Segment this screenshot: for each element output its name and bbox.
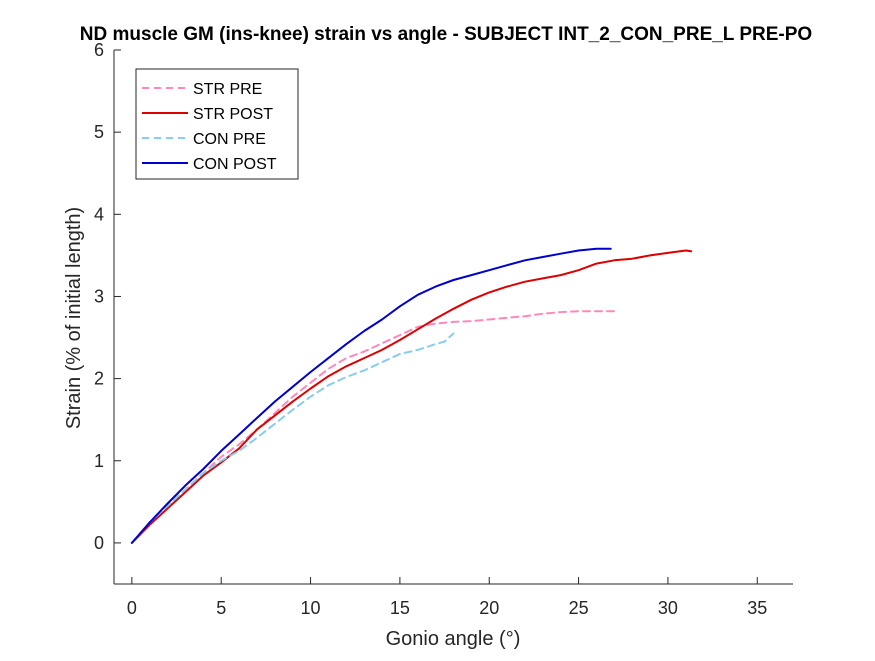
x-tick-label: 0 [127,598,137,618]
axes-layer [113,50,793,585]
x-ticks: 0 5 10 15 20 25 30 35 [127,577,767,618]
x-axis-label: Gonio angle (°) [386,628,521,650]
y-tick-label: 3 [94,286,104,306]
series-line-con-post [130,247,612,544]
y-tick-label: 5 [94,122,104,142]
chart-title: ND muscle GM (ins-knee) strain vs angle … [80,24,812,45]
legend-label: CON POST [193,156,277,173]
series-line-con-pre [130,332,455,544]
y-axis-label: Strain (% of initial length) [63,207,85,429]
y-tick-label: 2 [94,369,104,389]
series-layer [130,247,693,544]
x-tick-label: 10 [301,598,321,618]
x-tick-label: 20 [479,598,499,618]
y-ticks: 0 1 2 3 4 5 6 [94,40,121,553]
x-tick-label: 15 [390,598,410,618]
legend: STR PRE STR POST CON PRE CON POST [135,68,299,180]
y-tick-label: 6 [94,40,104,60]
y-tick-label: 1 [94,451,104,471]
series-line-str-post [130,249,693,544]
legend-label: CON PRE [193,131,266,148]
x-tick-label: 5 [216,598,226,618]
legend-label: STR POST [193,106,273,123]
series-line-str-pre [130,310,616,544]
x-tick-label: 25 [569,598,589,618]
legend-label: STR PRE [193,81,262,98]
y-tick-label: 0 [94,533,104,553]
x-tick-label: 30 [658,598,678,618]
legend-box [135,68,299,180]
y-tick-label: 4 [94,204,104,224]
x-tick-label: 35 [747,598,767,618]
